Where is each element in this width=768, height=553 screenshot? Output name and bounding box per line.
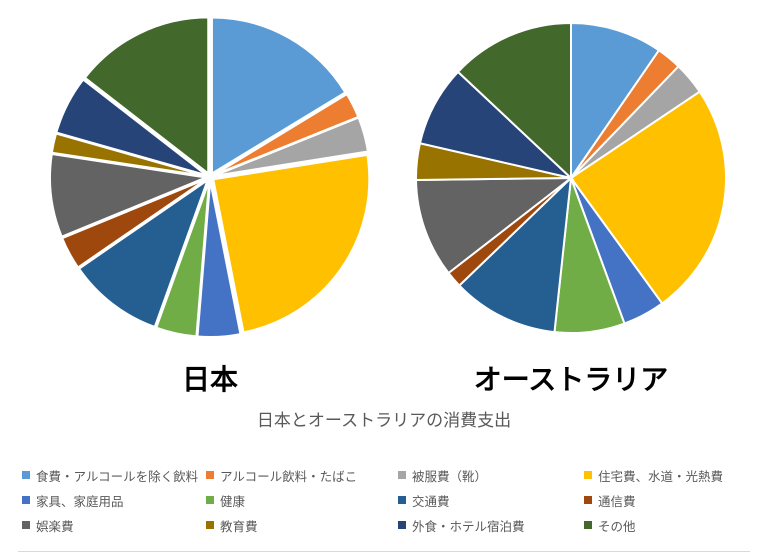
legend-item-10: 外食・ホテル宿泊費 <box>398 516 584 534</box>
pie-slice-0-9 <box>50 132 207 178</box>
legend-item-1: アルコール飲料・たばこ <box>206 466 398 484</box>
pie-slice-0-2 <box>213 116 370 177</box>
legend-label: 家具、家庭用品 <box>36 493 124 509</box>
legend-label: 食費・アルコールを除く飲料 <box>36 468 199 484</box>
bottom-divider <box>18 551 750 552</box>
legend-item-3: 住宅費、水道・光熱費 <box>584 466 752 484</box>
legend-label: 外食・ホテル宿泊費 <box>412 518 525 534</box>
legend-swatch <box>398 496 406 504</box>
pie-slice-0-3 <box>212 153 371 334</box>
legend-item-9: 教育費 <box>206 516 398 534</box>
pie-slice-0-4 <box>196 180 242 338</box>
pie-charts-area <box>49 16 727 338</box>
legend-label: 被服費（靴） <box>412 468 488 484</box>
legend-label: 教育費 <box>220 518 258 534</box>
pie-chart-japan <box>49 16 371 338</box>
legend-item-8: 娯楽費 <box>22 516 206 534</box>
pie-slice-1-3 <box>569 90 727 305</box>
legend-swatch <box>206 471 214 479</box>
legend-item-11: その他 <box>584 516 752 534</box>
legend-label: アルコール飲料・たばこ <box>220 468 358 484</box>
legend-item-0: 食費・アルコールを除く飲料 <box>22 466 206 484</box>
legend-label: 住宅費、水道・光熱費 <box>598 468 724 484</box>
legend-item-7: 通信費 <box>584 491 752 509</box>
chart-title: 日本とオーストラリアの消費支出 <box>256 411 512 431</box>
legend-swatch <box>206 521 214 529</box>
legend-label: その他 <box>598 518 636 534</box>
legend-swatch <box>22 471 30 479</box>
legend-swatch <box>398 521 406 529</box>
pie-slice-0-0 <box>210 16 347 176</box>
legend-swatch <box>398 471 406 479</box>
pie-slice-1-0 <box>570 21 661 182</box>
pie-label-australia: オーストラリア <box>473 363 669 396</box>
legend-swatch <box>22 521 30 529</box>
pie-slice-1-11 <box>456 21 572 181</box>
legend-label: 健康 <box>220 493 246 509</box>
pie-slice-0-11 <box>83 16 210 176</box>
pie-slice-0-10 <box>55 78 208 177</box>
legend-swatch <box>584 471 592 479</box>
pie-chart-australia <box>414 21 727 334</box>
legend-item-2: 被服費（靴） <box>398 466 584 484</box>
legend-swatch <box>584 521 592 529</box>
pie-slice-0-5 <box>155 180 211 338</box>
legend-label: 通信費 <box>598 493 636 509</box>
legend: 食費・アルコールを除く飲料 アルコール飲料・たばこ 被服費（靴） 住宅費、水道・光熱費… <box>22 466 752 534</box>
pie-slice-0-6 <box>77 177 210 329</box>
legend-swatch <box>584 496 592 504</box>
pie-slice-0-8 <box>49 152 210 239</box>
pie-slice-1-8 <box>414 176 574 275</box>
legend-item-6: 交通費 <box>398 491 584 509</box>
pie-slice-1-6 <box>457 175 573 334</box>
legend-item-5: 健康 <box>206 491 398 509</box>
legend-label: 娯楽費 <box>36 518 74 534</box>
pie-slice-0-7 <box>60 177 208 269</box>
legend-swatch <box>22 496 30 504</box>
legend-swatch <box>206 496 214 504</box>
pie-label-japan: 日本 <box>181 363 239 396</box>
legend-item-4: 家具、家庭用品 <box>22 491 206 509</box>
legend-label: 交通費 <box>412 493 450 509</box>
